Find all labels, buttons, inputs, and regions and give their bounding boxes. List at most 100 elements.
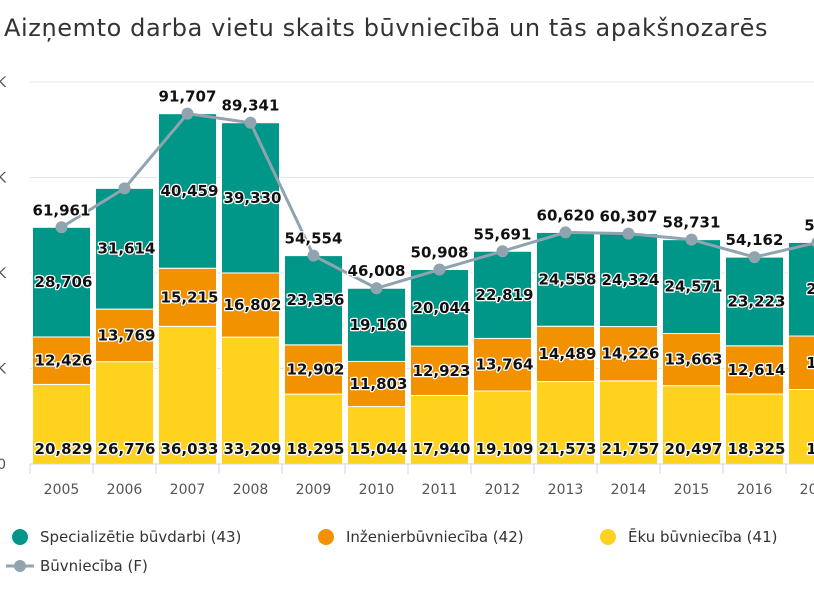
line-point[interactable] (559, 226, 572, 239)
line-data-label: 54,554 (285, 230, 343, 248)
legend-marker-symbol (14, 560, 26, 572)
bar-segment[interactable] (284, 255, 343, 346)
line-point[interactable] (118, 182, 131, 195)
data-label: 21,757 (602, 440, 660, 458)
data-label: 12,614 (728, 361, 786, 379)
y-tick-label: K (0, 266, 7, 282)
x-tick-label: 2010 (359, 482, 395, 498)
bar-segment[interactable] (221, 272, 280, 338)
legend-item[interactable]: Inženierbūvniecība (42) (318, 528, 524, 546)
bar-segment[interactable] (536, 231, 595, 327)
line-point[interactable] (244, 116, 257, 129)
bar-segment[interactable] (725, 345, 784, 395)
bar-segment[interactable] (788, 335, 814, 391)
data-label: 23,356 (287, 291, 345, 309)
data-label: 12,902 (287, 360, 345, 378)
x-tick-label: 2009 (296, 482, 332, 498)
line-point[interactable] (433, 263, 446, 276)
bar-segment[interactable] (221, 336, 280, 465)
legend-color-symbol (12, 529, 28, 545)
line-data-label: 46,008 (348, 262, 406, 280)
y-tick-label: K (0, 362, 7, 378)
line-data-label: 58,731 (663, 214, 721, 232)
line-data-label: 60,620 (537, 206, 595, 224)
bar-segment[interactable] (662, 333, 721, 387)
bar-segment[interactable] (410, 394, 469, 465)
bar-segment[interactable] (662, 385, 721, 465)
bar-segment[interactable] (410, 345, 469, 396)
data-label: 11,803 (350, 375, 408, 393)
chart-title: Aizņemto darba vietu skaits būvniecībā u… (4, 14, 768, 42)
line-point[interactable] (622, 227, 635, 240)
data-label: 14,489 (539, 345, 597, 363)
line-data-label: 89,341 (222, 97, 280, 115)
line-data-label: 60,307 (600, 208, 658, 226)
data-label: 39,330 (224, 189, 282, 207)
data-label: 19,109 (476, 440, 534, 458)
bar-segment[interactable] (158, 113, 217, 269)
bar-segment[interactable] (284, 393, 343, 465)
bar-segment[interactable] (158, 325, 217, 465)
data-label: 15,215 (161, 288, 219, 306)
bar-segment[interactable] (599, 233, 658, 328)
line-data-label: 55,691 (474, 225, 532, 243)
x-tick-label: 2011 (422, 482, 458, 498)
x-tick-label: 2006 (107, 482, 143, 498)
bar-segment[interactable] (158, 267, 217, 327)
line-point[interactable] (811, 236, 814, 248)
legend[interactable]: Specializētie būvdarbi (43) Inženierbūvni… (6, 528, 777, 575)
legend-item[interactable]: Ēku būvniecība (41) (600, 528, 777, 546)
data-label: 13,663 (665, 351, 723, 369)
data-label: 24, (806, 280, 814, 298)
bar-segment[interactable] (536, 325, 595, 383)
line-point[interactable] (55, 221, 68, 234)
bar-segment[interactable] (473, 337, 532, 392)
legend-color-symbol (318, 529, 334, 545)
bar-segment[interactable] (788, 241, 814, 337)
bar-segment[interactable] (725, 256, 784, 347)
bar-segment[interactable] (284, 344, 343, 395)
bar-segment[interactable] (347, 406, 406, 465)
line-point[interactable] (181, 107, 194, 120)
bar-segment[interactable] (410, 269, 469, 347)
line-data-label: 50,908 (411, 244, 469, 262)
bar-segment[interactable] (347, 360, 406, 408)
bar-segment[interactable] (32, 383, 91, 465)
bar-segment[interactable] (473, 250, 532, 339)
line-data-label: 91,707 (159, 88, 217, 106)
line-point[interactable] (370, 282, 383, 295)
data-label: 21,573 (539, 440, 597, 458)
legend-item[interactable]: Būvniecība (F) (6, 557, 148, 575)
x-tick-label: 2007 (170, 482, 206, 498)
bar-segment[interactable] (221, 122, 280, 274)
data-label: 14, (806, 354, 814, 372)
bar-segment[interactable] (599, 326, 658, 382)
x-tick-label: 2015 (674, 482, 710, 498)
bar-segment[interactable] (662, 239, 721, 335)
line-point[interactable] (748, 251, 761, 264)
bar-segment[interactable] (788, 389, 814, 465)
bar-segment[interactable] (536, 381, 595, 465)
data-label: 36,033 (161, 440, 219, 458)
bar-segment[interactable] (473, 390, 532, 465)
bars (32, 113, 814, 465)
line-series (55, 107, 814, 295)
line-data-label: 61,961 (33, 201, 91, 219)
data-label: 18,295 (287, 440, 345, 458)
data-label: 24,324 (602, 271, 660, 289)
data-label: 23,223 (728, 292, 786, 310)
data-labels: 20,829 12,426 28,706 26,776 13,769 31,614 36,0… (31, 86, 814, 459)
bar-segment[interactable] (725, 393, 784, 465)
line-data-label: 58, (804, 216, 814, 234)
bar-segment[interactable] (599, 380, 658, 465)
x-tick-label: 2017 (800, 482, 814, 498)
line-point[interactable] (307, 249, 320, 262)
legend-item[interactable]: Specializētie būvdarbi (43) (12, 528, 241, 546)
x-tick-label: 2014 (611, 482, 647, 498)
bar-segment[interactable] (32, 336, 91, 385)
line-point[interactable] (685, 233, 698, 246)
line-point[interactable] (496, 245, 509, 258)
data-label: 20,829 (35, 440, 93, 458)
bar-segment[interactable] (347, 287, 406, 362)
